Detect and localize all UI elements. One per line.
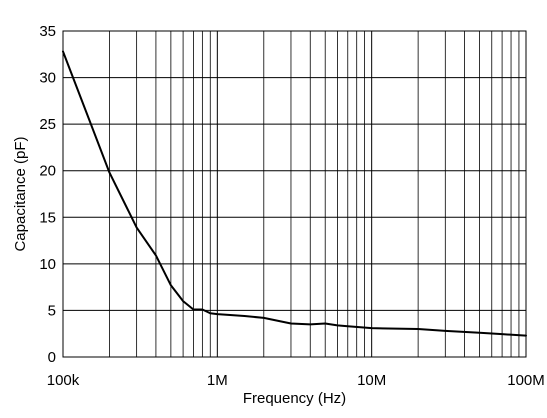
x-tick-label: 10M (357, 372, 386, 389)
y-tick-label: 5 (48, 302, 56, 319)
minor-gridlines (109, 31, 520, 357)
y-tick-label: 0 (48, 349, 56, 366)
capacitance-series-line (62, 50, 527, 337)
y-tick-label: 25 (39, 116, 56, 133)
x-tick-label: 100M (507, 372, 545, 389)
y-tick-label: 30 (39, 70, 56, 87)
plot-frame (62, 30, 527, 358)
y-tick-labels: 0 5 10 15 20 25 30 35 (39, 23, 56, 366)
y-tick-label: 10 (39, 256, 56, 273)
y-tick-label: 35 (39, 23, 56, 40)
x-tick-label: 100k (47, 372, 80, 389)
x-tick-labels: 100k 1M 10M 100M (47, 372, 545, 389)
x-axis-label: Frequency (Hz) (243, 390, 346, 407)
x-tick-label: 1M (207, 372, 228, 389)
y-tick-label: 20 (39, 163, 56, 180)
y-tick-label: 15 (39, 209, 56, 226)
major-gridlines (62, 30, 527, 358)
y-axis-label: Capacitance (pF) (12, 136, 29, 251)
